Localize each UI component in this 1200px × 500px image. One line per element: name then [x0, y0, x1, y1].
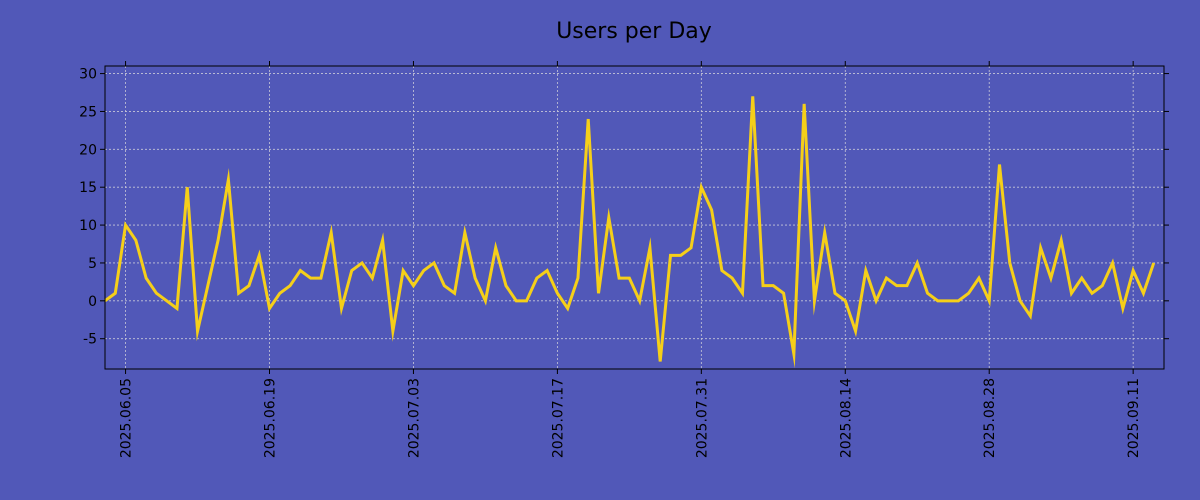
x-tick-label: 2025.07.17	[550, 378, 566, 458]
y-tick-label: 15	[79, 180, 97, 196]
grid-lines	[105, 66, 1164, 369]
y-tick-label: 20	[79, 142, 97, 158]
x-tick-label: 2025.08.14	[838, 378, 854, 458]
series-line	[104, 96, 1156, 369]
x-tick-label: 2025.07.03	[406, 378, 422, 458]
y-tick-label: 25	[79, 104, 97, 120]
x-tick-label: 2025.06.19	[263, 378, 279, 458]
chart-title: Users per Day	[556, 19, 712, 44]
x-tick-label: 2025.08.28	[982, 378, 998, 458]
plot-area	[105, 66, 1164, 369]
y-tick-label: 5	[88, 256, 97, 272]
y-tick-label: 30	[79, 67, 97, 83]
y-tick-label: 10	[79, 218, 97, 234]
x-tick-label: 2025.06.05	[119, 378, 135, 458]
x-tick-label: 2025.07.31	[694, 378, 710, 458]
plot-frame	[104, 65, 1165, 370]
y-tick-label: 0	[88, 294, 97, 310]
x-tick-label: 2025.09.11	[1126, 378, 1142, 458]
axes: 30 25 20 15 10 5 0 -5 2025.06.05 2025.06.19 2025.0…	[79, 61, 1169, 458]
series-layer	[104, 96, 1156, 369]
y-tick-label: -5	[83, 332, 97, 348]
